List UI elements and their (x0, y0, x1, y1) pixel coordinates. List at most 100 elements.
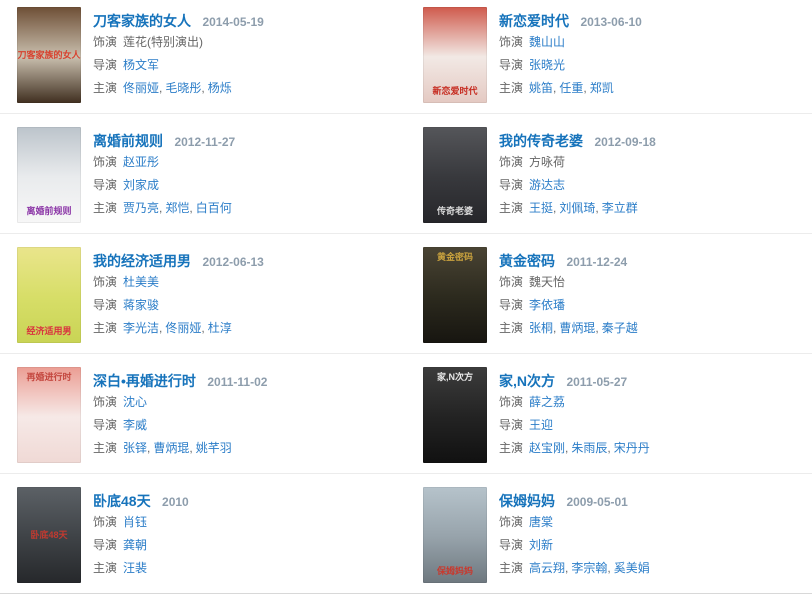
person-link[interactable]: 杜淳 (207, 321, 232, 335)
title-row: 新恋爱时代 2013-06-10 (499, 13, 812, 31)
plays-label: 饰演 (499, 155, 524, 169)
person-link[interactable]: 杨文军 (123, 58, 160, 72)
person-link[interactable]: 奚美娟 (613, 561, 650, 575)
director-names: 杨文军 (123, 58, 159, 72)
person-link[interactable]: 张铎 (123, 441, 148, 455)
film-entry: 传奇老婆 我的传奇老婆 2012-09-18 饰演 方咏荷 导演 游达志 主演 王挺,… (406, 127, 812, 223)
person-link[interactable]: 秦子越 (601, 321, 638, 335)
starring-names: 姚笛, 任重, 郑凯 (529, 81, 614, 95)
film-poster[interactable]: 传奇老婆 (423, 127, 487, 223)
person-link[interactable]: 赵亚彤 (123, 155, 160, 169)
film-title-link[interactable]: 刀客家族的女人 (93, 13, 191, 29)
film-entry: 经济适用男 我的经济适用男 2012-06-13 饰演 杜美美 导演 蒋家骏 主演李… (0, 247, 406, 343)
person-link[interactable]: 王迎 (529, 418, 554, 432)
person-link[interactable]: 贾乃亮 (123, 201, 160, 215)
film-poster[interactable]: 刀客家族的女人 (17, 7, 81, 103)
plays-label: 饰演 (93, 275, 118, 289)
starring-names: 高云翔, 李宗翰, 奚美娟 (529, 561, 650, 575)
person-link[interactable]: 毛晓彤 (165, 81, 202, 95)
person-link[interactable]: 赵宝刚 (529, 441, 566, 455)
person-link[interactable]: 李立群 (601, 201, 638, 215)
person-link[interactable]: 高云翔 (529, 561, 566, 575)
person-link[interactable]: 汪裴 (123, 561, 148, 575)
film-poster[interactable]: 再婚进行时 (17, 367, 81, 463)
person-link[interactable]: 曹炳琨 (153, 441, 190, 455)
film-info: 我的经济适用男 2012-06-13 饰演 杜美美 导演 蒋家骏 主演 李光洁, 佟丽娅… (93, 247, 406, 340)
film-info: 新恋爱时代 2013-06-10 饰演 魏山山 导演 张晓光 主演 姚笛, 任重, 郑凯 (499, 7, 812, 100)
film-poster[interactable]: 家,N次方 (423, 367, 487, 463)
starring-label: 主演 (93, 201, 118, 215)
title-row: 黄金密码 2011-12-24 (499, 253, 812, 271)
film-poster[interactable]: 经济适用男 (17, 247, 81, 343)
person-link[interactable]: 魏山山 (529, 35, 566, 49)
plays-names: 杜美美 (123, 275, 159, 289)
starring-label: 主演 (93, 561, 118, 575)
person-link[interactable]: 刘佩琦 (559, 201, 596, 215)
person-link[interactable]: 宋丹丹 (613, 441, 650, 455)
person-link[interactable]: 佟丽娅 (123, 81, 160, 95)
person-link[interactable]: 任重 (559, 81, 584, 95)
poster-caption-text: 保姆妈妈 (436, 566, 473, 576)
film-title-link[interactable]: 离婚前规则 (93, 133, 163, 149)
title-row: 我的传奇老婆 2012-09-18 (499, 133, 812, 151)
person-link[interactable]: 杜美美 (123, 275, 160, 289)
title-row: 保姆妈妈 2009-05-01 (499, 493, 812, 511)
title-row: 刀客家族的女人 2014-05-19 (93, 13, 406, 31)
film-poster[interactable]: 新恋爱时代 (423, 7, 487, 103)
person-link[interactable]: 姚笛 (529, 81, 554, 95)
director-line: 导演 张晓光 (499, 54, 812, 77)
person-link[interactable]: 李依璠 (529, 298, 566, 312)
film-title-link[interactable]: 保姆妈妈 (499, 493, 555, 509)
person-link[interactable]: 姚芊羽 (195, 441, 232, 455)
person-link[interactable]: 张晓光 (529, 58, 566, 72)
poster-caption-text: 离婚前规则 (26, 206, 72, 216)
person-link[interactable]: 唐棠 (529, 515, 554, 529)
person-link[interactable]: 龚朝 (123, 538, 148, 552)
person-link[interactable]: 白百何 (195, 201, 232, 215)
plays-line: 饰演 沈心 (93, 391, 406, 414)
film-poster[interactable]: 离婚前规则 (17, 127, 81, 223)
film-info: 我的传奇老婆 2012-09-18 饰演 方咏荷 导演 游达志 主演 王挺, 刘佩琦, 李… (499, 127, 812, 220)
film-title-link[interactable]: 我的经济适用男 (93, 253, 191, 269)
comma-separator: , (159, 81, 163, 95)
starring-line: 主演 佟丽娅, 毛晓彤, 杨烁 (93, 77, 406, 100)
film-poster[interactable]: 黄金密码 (423, 247, 487, 343)
starring-line: 主演 高云翔, 李宗翰, 奚美娟 (499, 557, 812, 580)
person-link[interactable]: 杨烁 (207, 81, 232, 95)
film-entry: 保姆妈妈 保姆妈妈 2009-05-01 饰演 唐棠 导演 刘新 主演 高云翔, 李宗翰… (406, 487, 812, 583)
person-link[interactable]: 张桐 (529, 321, 554, 335)
person-link[interactable]: 刘家成 (123, 178, 160, 192)
director-label: 导演 (93, 178, 118, 192)
person-link[interactable]: 李威 (123, 418, 148, 432)
person-link[interactable]: 曹炳琨 (559, 321, 596, 335)
person-link[interactable]: 朱雨辰 (571, 441, 608, 455)
person-link[interactable]: 佟丽娅 (165, 321, 202, 335)
person-link[interactable]: 李光洁 (123, 321, 160, 335)
film-title-link[interactable]: 深白•再婚进行时 (93, 373, 196, 389)
starring-label: 主演 (499, 201, 524, 215)
film-title-link[interactable]: 黄金密码 (499, 253, 555, 269)
film-title-link[interactable]: 家,N次方 (499, 373, 555, 389)
comma-separator: , (159, 321, 163, 335)
release-date: 2010 (162, 495, 189, 509)
person-link[interactable]: 蒋家骏 (123, 298, 160, 312)
director-line: 导演 游达志 (499, 174, 812, 197)
film-title-link[interactable]: 我的传奇老婆 (499, 133, 583, 149)
person-link[interactable]: 郑恺 (165, 201, 190, 215)
person-link[interactable]: 李宗翰 (571, 561, 608, 575)
plays-names: 薛之荔 (529, 395, 565, 409)
person-link[interactable]: 薛之荔 (529, 395, 566, 409)
film-title-link[interactable]: 新恋爱时代 (499, 13, 569, 29)
person-link[interactable]: 沈心 (123, 395, 148, 409)
person-link[interactable]: 郑凯 (589, 81, 614, 95)
person-link[interactable]: 游达志 (529, 178, 566, 192)
person-link[interactable]: 肖钰 (123, 515, 148, 529)
title-row: 离婚前规则 2012-11-27 (93, 133, 406, 151)
film-title-link[interactable]: 卧底48天 (93, 493, 151, 509)
person-link[interactable]: 王挺 (529, 201, 554, 215)
film-poster[interactable]: 保姆妈妈 (423, 487, 487, 583)
film-poster[interactable]: 卧底48天 (17, 487, 81, 583)
person-link[interactable]: 刘新 (529, 538, 554, 552)
comma-separator: , (583, 81, 587, 95)
director-label: 导演 (93, 298, 118, 312)
